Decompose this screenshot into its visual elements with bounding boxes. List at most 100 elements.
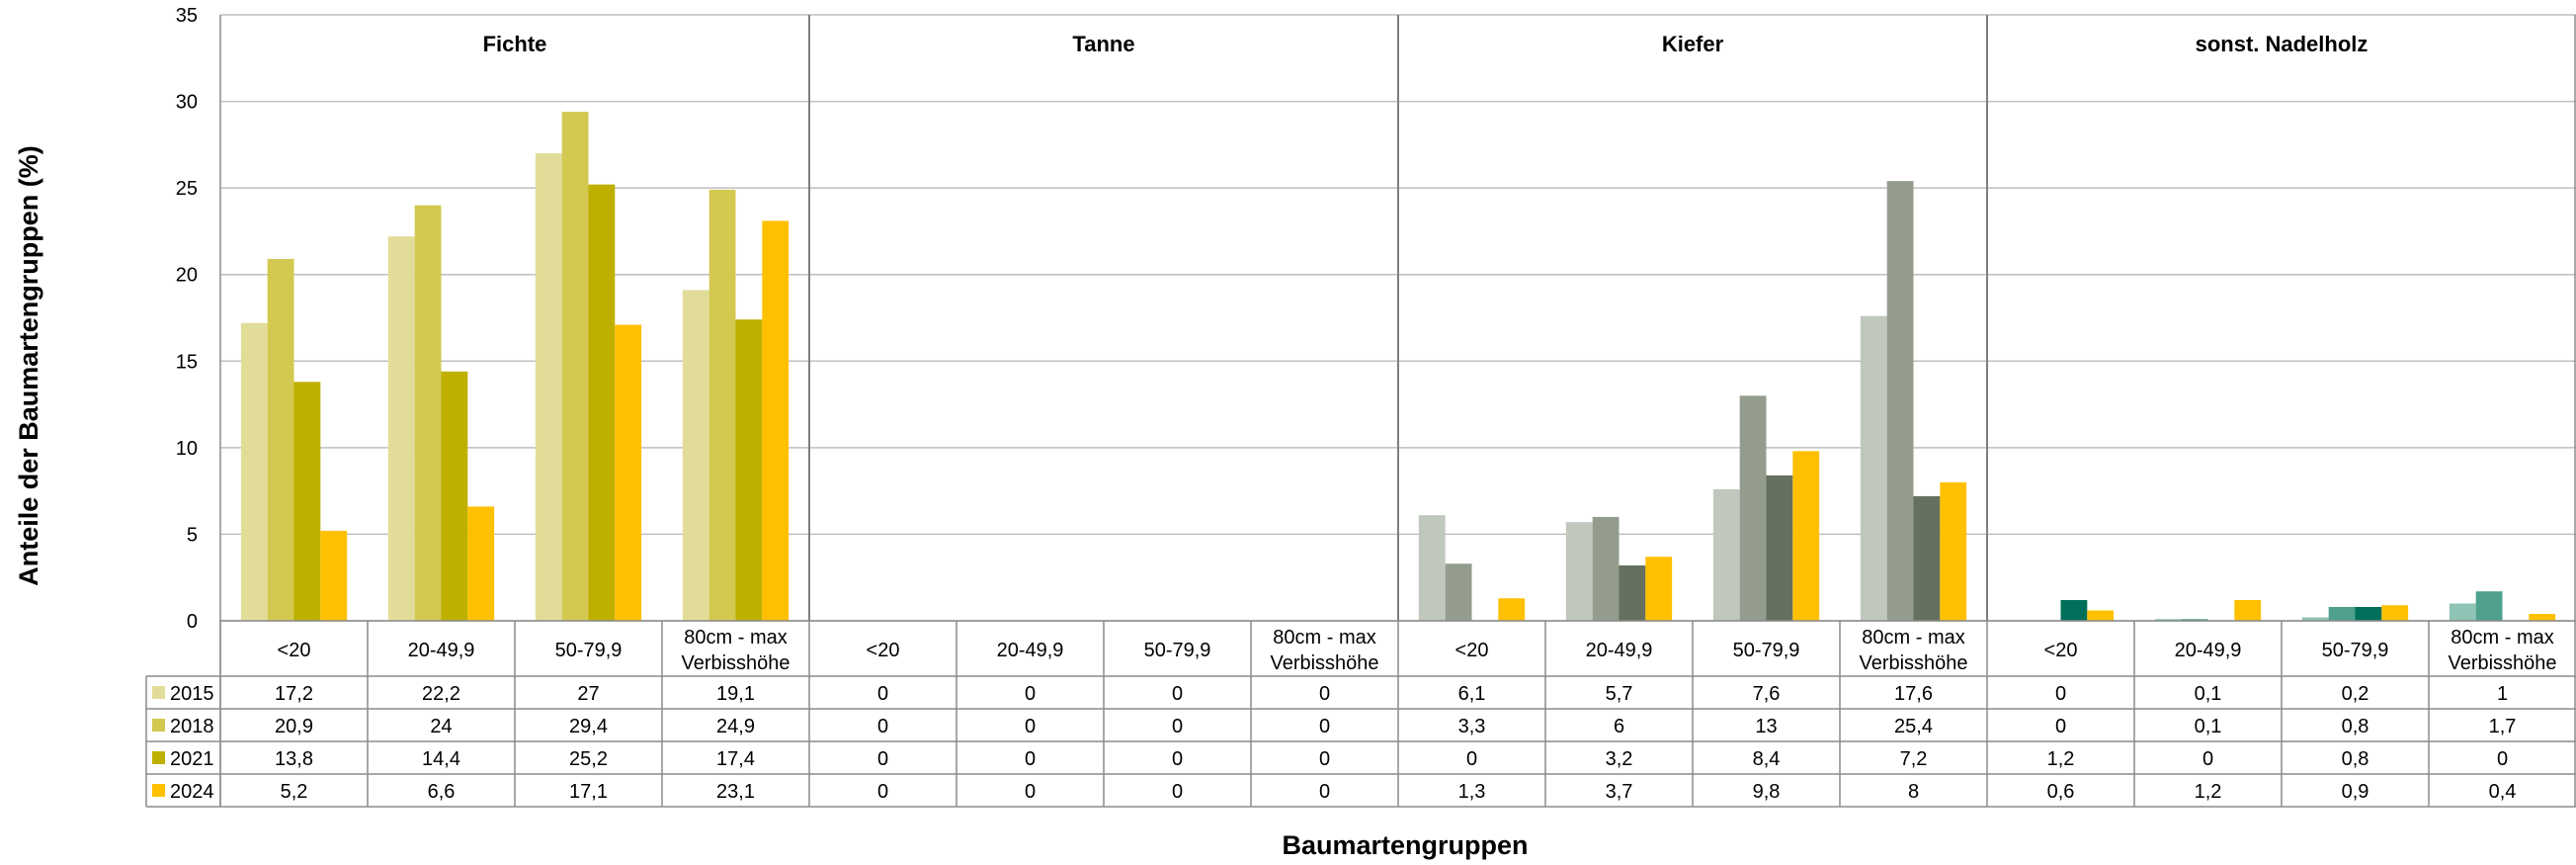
y-tick-label: 0 bbox=[187, 611, 198, 633]
bar bbox=[1645, 557, 1673, 621]
bar bbox=[1592, 516, 1620, 621]
bar bbox=[1418, 515, 1446, 621]
data-value: 0,8 bbox=[2342, 748, 2369, 770]
data-value: 0 bbox=[1025, 683, 1036, 705]
bar bbox=[708, 189, 736, 621]
data-value: 24 bbox=[430, 716, 452, 737]
data-value: 1,2 bbox=[2195, 781, 2222, 803]
legend-key bbox=[152, 784, 165, 797]
bar bbox=[2301, 617, 2329, 621]
category-label: <20 bbox=[278, 640, 311, 661]
data-value: 29,4 bbox=[569, 716, 608, 737]
bar bbox=[615, 324, 642, 621]
group-title: Fichte bbox=[483, 32, 547, 56]
group-title: Tanne bbox=[1072, 32, 1134, 56]
data-value: 8 bbox=[1908, 781, 1919, 803]
bar bbox=[441, 371, 468, 621]
data-value: 0,6 bbox=[2047, 781, 2075, 803]
data-value: 7,2 bbox=[1900, 748, 1928, 770]
data-value: 17,6 bbox=[1894, 683, 1933, 705]
data-value: 5,7 bbox=[1606, 683, 1633, 705]
category-label: 20-49,9 bbox=[1586, 640, 1653, 661]
category-label: Verbisshöhe bbox=[1859, 652, 1967, 674]
data-table bbox=[145, 620, 2576, 808]
bar bbox=[1886, 181, 1914, 621]
category-label: 80cm - max bbox=[684, 627, 787, 649]
data-value: 1,3 bbox=[1458, 781, 1486, 803]
data-value: 6 bbox=[1614, 716, 1624, 737]
bars bbox=[240, 112, 2556, 622]
bar bbox=[735, 319, 763, 621]
legend-label: 2021 bbox=[170, 748, 214, 770]
data-value: 0,9 bbox=[2342, 781, 2369, 803]
bar bbox=[2087, 610, 2115, 621]
x-axis-title: Baumartengruppen bbox=[1282, 830, 1528, 860]
data-value: 0 bbox=[877, 748, 888, 770]
bar bbox=[682, 290, 709, 621]
legend-label: 2018 bbox=[170, 716, 214, 737]
data-value: 6,6 bbox=[428, 781, 456, 803]
legend-key bbox=[152, 719, 165, 732]
data-value: 17,4 bbox=[716, 748, 755, 770]
bar bbox=[1766, 475, 1793, 621]
bar bbox=[2234, 599, 2262, 621]
bar bbox=[320, 530, 348, 621]
bar bbox=[293, 382, 321, 621]
y-tick-label: 20 bbox=[176, 265, 198, 287]
category-label: 80cm - max bbox=[1273, 627, 1375, 649]
bar bbox=[1940, 481, 1967, 621]
category-label: 50-79,9 bbox=[555, 640, 623, 661]
data-value: 0 bbox=[1172, 683, 1183, 705]
bar bbox=[561, 112, 589, 621]
y-tick-label: 25 bbox=[176, 178, 198, 200]
data-value: 0 bbox=[1319, 716, 1330, 737]
data-value: 3,3 bbox=[1458, 716, 1486, 737]
legend-key bbox=[152, 751, 165, 764]
data-value: 0 bbox=[877, 781, 888, 803]
data-value: 0 bbox=[1025, 716, 1036, 737]
category-label: Verbisshöhe bbox=[2448, 652, 2556, 674]
data-value: 1,7 bbox=[2489, 716, 2517, 737]
data-value: 0 bbox=[1319, 748, 1330, 770]
data-value: 25,2 bbox=[569, 748, 608, 770]
bar bbox=[2449, 603, 2476, 621]
data-value: 0,2 bbox=[2342, 683, 2369, 705]
data-value: 0 bbox=[1319, 683, 1330, 705]
data-value: 0 bbox=[2202, 748, 2213, 770]
category-label: <20 bbox=[867, 640, 900, 661]
y-tick-label: 35 bbox=[176, 5, 198, 27]
data-value: 7,6 bbox=[1753, 683, 1781, 705]
y-tick-label: 30 bbox=[176, 92, 198, 114]
data-value: 20,9 bbox=[275, 716, 313, 737]
bar bbox=[267, 258, 294, 621]
data-value: 27 bbox=[577, 683, 599, 705]
bar bbox=[1739, 395, 1767, 621]
bar bbox=[387, 236, 415, 621]
y-tick-label: 15 bbox=[176, 351, 198, 373]
category-label: 80cm - max bbox=[1862, 627, 1964, 649]
data-value: 0 bbox=[1466, 748, 1477, 770]
legend-key bbox=[152, 686, 165, 699]
bar bbox=[762, 220, 789, 622]
bar bbox=[1498, 598, 1526, 621]
data-value: 0 bbox=[877, 683, 888, 705]
data-value: 8,4 bbox=[1753, 748, 1781, 770]
data-value: 13,8 bbox=[275, 748, 313, 770]
legend-label: 2015 bbox=[170, 683, 214, 705]
category-label: <20 bbox=[2044, 640, 2078, 661]
group-title: sonst. Nadelholz bbox=[2196, 32, 2368, 56]
data-value: 3,7 bbox=[1606, 781, 1633, 803]
data-value: 0 bbox=[1172, 781, 1183, 803]
data-value: 0,8 bbox=[2342, 716, 2369, 737]
bar bbox=[1445, 563, 1472, 621]
category-label: 50-79,9 bbox=[1144, 640, 1211, 661]
data-value: 0 bbox=[2055, 716, 2066, 737]
bar bbox=[1565, 522, 1593, 621]
data-value: 0,1 bbox=[2195, 683, 2222, 705]
data-value: 0 bbox=[877, 716, 888, 737]
y-axis-title: Anteile der Baumartengruppen (%) bbox=[14, 145, 43, 586]
bar bbox=[1860, 315, 1887, 621]
data-value: 0 bbox=[1172, 748, 1183, 770]
